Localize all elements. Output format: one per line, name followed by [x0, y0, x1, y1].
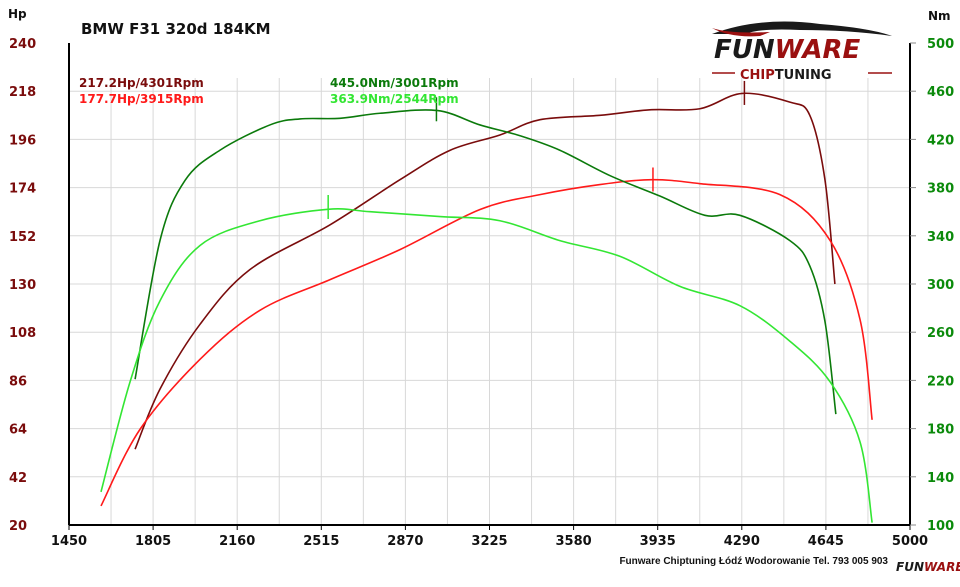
svg-text:FUNWARE: FUNWARE: [896, 560, 960, 574]
annotation-stock-hp: 177.7Hp/3915Rpm: [79, 92, 204, 106]
y-right-tick-label: 220: [927, 374, 954, 389]
y-right-tick-label: 420: [927, 133, 954, 148]
footer-text: Funware Chiptuning Łódź Wodorowanie Tel.…: [619, 556, 888, 567]
y-left-tick-label: 42: [9, 471, 27, 486]
series-line-stock_hp: [100, 178, 873, 507]
chart-title: BMW F31 320d 184KM: [81, 20, 271, 38]
x-tick-label: 4290: [724, 534, 760, 549]
y-axis-right-label: Nm: [928, 9, 951, 23]
y-left-tick-label: 86: [9, 374, 27, 389]
logo: FUNWARE CHIPTUNING: [712, 21, 892, 83]
y-right-tick-label: 500: [927, 37, 954, 52]
grid: [69, 78, 910, 525]
axes: [68, 42, 916, 530]
y-right-tick-label: 340: [927, 230, 954, 245]
y-left-tick-label: 174: [9, 182, 36, 197]
x-tick-label: 1805: [135, 534, 171, 549]
annotation-tuned-hp: 217.2Hp/4301Rpm: [79, 76, 204, 90]
y-left-tick-label: 130: [9, 278, 36, 293]
x-tick-label: 1450: [51, 534, 87, 549]
annotation-stock-nm: 363.9Nm/2544Rpm: [330, 92, 459, 106]
svg-text:CHIPTUNING: CHIPTUNING: [740, 68, 832, 83]
y-left-tick-label: 20: [9, 519, 27, 534]
x-tick-label: 2160: [219, 534, 255, 549]
footer-logo: FUNWARE: [896, 560, 960, 574]
x-tick-label: 4645: [808, 534, 844, 549]
y-right-tick-label: 260: [927, 326, 954, 341]
x-tick-label: 2515: [303, 534, 339, 549]
y-right-tick-label: 140: [927, 471, 954, 486]
y-left-tick-label: 240: [9, 37, 36, 52]
x-tick-label: 2870: [387, 534, 423, 549]
tick-labels: 1450 1805 2160 2515 2870 3225 3580 3935 4290 4645…: [9, 37, 954, 549]
y-right-tick-label: 460: [927, 85, 954, 100]
y-left-tick-label: 196: [9, 133, 36, 148]
y-axis-left-label: Hp: [8, 7, 27, 21]
y-left-tick-label: 64: [9, 423, 27, 438]
x-tick-label: 3225: [471, 534, 507, 549]
x-tick-label: 3935: [640, 534, 676, 549]
series-line-stock_nm: [100, 208, 873, 523]
annotation-tuned-nm: 445.0Nm/3001Rpm: [330, 76, 459, 90]
series-line-tuned_nm: [134, 109, 837, 415]
y-right-tick-label: 380: [927, 182, 954, 197]
y-left-tick-label: 218: [9, 85, 36, 100]
x-tick-label: 3580: [556, 534, 592, 549]
svg-text:FUNWARE: FUNWARE: [714, 35, 861, 65]
y-left-tick-label: 108: [9, 326, 36, 341]
x-tick-label: 5000: [892, 534, 928, 549]
series-lines: [100, 80, 873, 523]
y-right-tick-label: 100: [927, 519, 954, 534]
y-right-tick-label: 300: [927, 278, 954, 293]
series-line-tuned_hp: [134, 92, 836, 450]
y-left-tick-label: 152: [9, 230, 36, 245]
y-right-tick-label: 180: [927, 423, 954, 438]
